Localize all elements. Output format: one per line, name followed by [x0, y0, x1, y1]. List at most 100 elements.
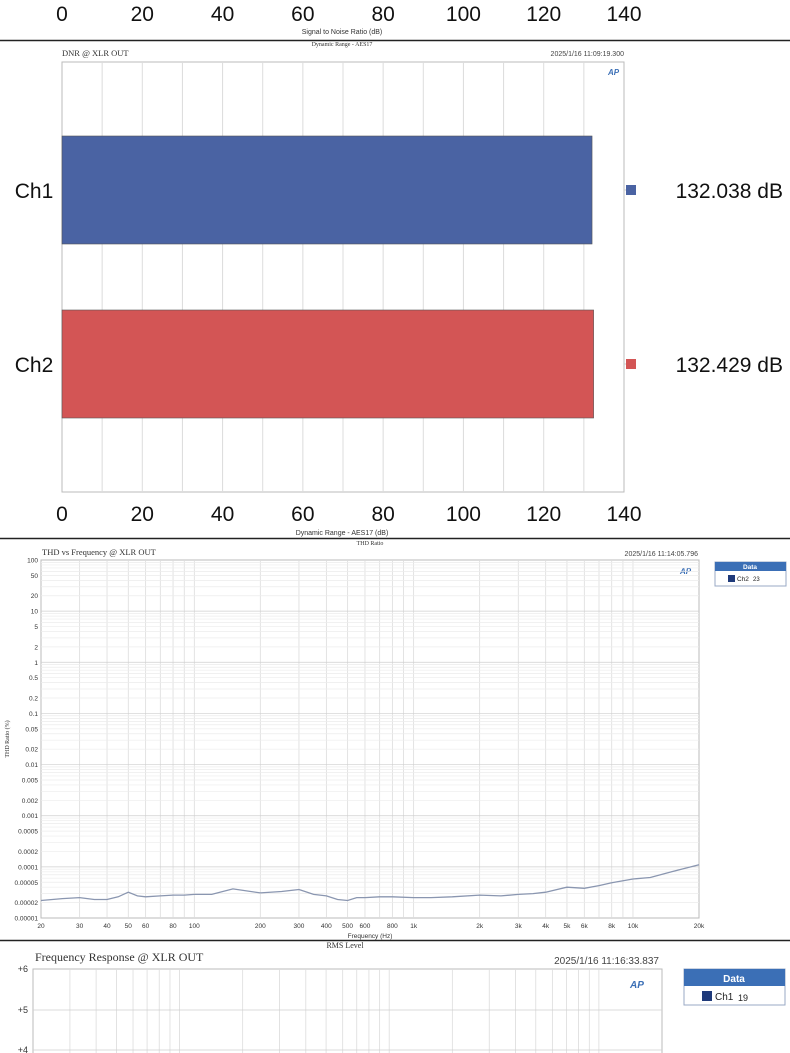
snr-x-tick-label: 40	[211, 3, 234, 26]
thd-y-axis-label: THD Ratio (%)	[4, 720, 11, 757]
thd-x-tick-label: 800	[387, 923, 398, 930]
thd-y-tick-label: 0.0001	[18, 864, 38, 871]
fr-timestamp: 2025/1/16 11:16:33.837	[554, 956, 659, 967]
thd-y-tick-label: 0.00002	[15, 900, 39, 907]
thd-y-tick-label: 1	[34, 660, 38, 667]
dnr-value-marker	[626, 185, 636, 195]
thd-y-tick-label: 20	[31, 593, 39, 600]
fr-y-tick-label: +6	[18, 964, 28, 974]
thd-x-tick-label: 80	[169, 923, 177, 930]
thd-x-tick-label: 10k	[628, 923, 639, 930]
thd-x-tick-label: 20	[37, 923, 45, 930]
snr-x-tick-label: 80	[371, 3, 394, 26]
legend-header	[715, 562, 786, 571]
thd-top-title: THD Ratio	[357, 541, 384, 547]
dnr-x-tick-label: 40	[211, 503, 234, 526]
legend-swatch	[728, 575, 735, 582]
thd-panel: THD Ratio THD vs Frequency @ XLR OUT 202…	[4, 541, 787, 940]
thd-y-tick-label: 100	[27, 558, 38, 565]
dnr-bar-ch2	[61, 309, 594, 419]
thd-x-tick-label: 50	[125, 923, 133, 930]
dnr-x-tick-label: 100	[446, 503, 481, 526]
dnr-chart-title: DNR @ XLR OUT	[62, 48, 129, 58]
dnr-x-axis-label: Dynamic Range - AES17 (dB)	[296, 530, 389, 537]
snr-x-tick-label: 20	[131, 3, 154, 26]
dnr-top-title: Dynamic Range - AES17	[312, 42, 373, 48]
fr-y-tick-label: +5	[18, 1005, 28, 1015]
legend-item-count: 23	[753, 577, 760, 583]
thd-chart-title: THD vs Frequency @ XLR OUT	[42, 547, 157, 557]
thd-x-tick-label: 500	[342, 923, 353, 930]
thd-y-tick-label: 5	[34, 624, 38, 631]
thd-legend: Data Ch2 23	[714, 561, 787, 587]
thd-x-tick-label: 400	[321, 923, 332, 930]
dnr-value-label: 132.429 dB	[676, 354, 783, 377]
thd-x-tick-label: 2k	[476, 923, 484, 930]
dnr-x-tick-label: 80	[371, 503, 394, 526]
dnr-x-tick-label: 60	[291, 503, 314, 526]
thd-y-tick-label: 0.00005	[15, 880, 39, 887]
dnr-x-tick-label: 120	[526, 503, 561, 526]
dnr-timestamp: 2025/1/16 11:09:19.300	[551, 51, 625, 58]
fr-panel: RMS Level Frequency Response @ XLR OUT 2…	[18, 941, 786, 1053]
thd-y-tick-label: 50	[31, 573, 39, 580]
snr-x-tick-label: 60	[291, 3, 314, 26]
thd-y-tick-label: 0.002	[22, 798, 39, 805]
legend-item-label: Ch1	[715, 992, 734, 1003]
dnr-x-tick-label: 0	[56, 503, 68, 526]
fr-legend: Data Ch1 19	[683, 968, 786, 1006]
dnr-x-tick-label: 20	[131, 503, 154, 526]
thd-x-tick-label: 3k	[515, 923, 523, 930]
thd-x-tick-label: 300	[294, 923, 305, 930]
thd-y-tick-label: 0.1	[29, 711, 38, 718]
ap-logo-icon: AP	[607, 68, 620, 77]
thd-y-tick-label: 0.5	[29, 675, 38, 682]
thd-x-tick-label: 5k	[564, 923, 572, 930]
thd-y-tick-label: 0.02	[25, 747, 38, 754]
dnr-category-label: Ch1	[15, 180, 54, 203]
thd-x-tick-label: 30	[76, 923, 84, 930]
dnr-category-label: Ch2	[15, 354, 54, 377]
thd-y-tick-label: 0.2	[29, 696, 38, 703]
dnr-bar-ch1	[61, 135, 593, 245]
legend-item-label: Ch2	[737, 576, 749, 583]
thd-x-tick-label: 8k	[608, 923, 616, 930]
thd-x-tick-label: 4k	[542, 923, 550, 930]
thd-y-tick-label: 0.05	[25, 726, 38, 733]
snr-x-tick-label: 140	[606, 3, 641, 26]
fr-top-title: RMS Level	[326, 941, 364, 950]
legend-header	[684, 969, 785, 986]
fr-plot-frame	[32, 968, 663, 1053]
thd-x-tick-label: 40	[103, 923, 111, 930]
snr-x-tick-label: 120	[526, 3, 561, 26]
thd-x-tick-label: 200	[255, 923, 266, 930]
thd-x-tick-label: 20k	[694, 923, 705, 930]
thd-x-tick-label: 100	[189, 923, 200, 930]
thd-series-line-ch2	[40, 864, 700, 902]
dnr-panel: Dynamic Range - AES17 DNR @ XLR OUT 2025…	[15, 42, 783, 537]
snr-x-axis-label: Signal to Noise Ratio (dB)	[302, 29, 383, 36]
thd-y-tick-label: 0.0002	[18, 849, 38, 856]
dnr-x-tick-label: 140	[606, 503, 641, 526]
thd-x-axis-label: Frequency (Hz)	[348, 933, 393, 940]
thd-y-tick-label: 10	[31, 609, 39, 616]
thd-timestamp: 2025/1/16 11:14:05.796	[625, 551, 699, 558]
snr-axis-strip: 0 20 40 60 80 100 120 140 Signal to Noise Ratio…	[56, 3, 641, 36]
thd-y-tick-label: 0.0005	[18, 829, 38, 836]
thd-y-tick-label: 0.001	[22, 813, 39, 820]
thd-plot-frame	[40, 559, 700, 919]
snr-x-tick-label: 0	[56, 3, 68, 26]
thd-x-tick-label: 60	[142, 923, 150, 930]
legend-swatch	[702, 991, 712, 1001]
snr-x-tick-label: 100	[446, 3, 481, 26]
fr-chart-title: Frequency Response @ XLR OUT	[35, 950, 204, 964]
fr-y-tick-label: +4	[18, 1045, 28, 1053]
legend-header-label: Data	[743, 564, 757, 571]
thd-y-tick-label: 0.005	[22, 777, 39, 784]
thd-y-tick-label: 0.00001	[15, 916, 39, 923]
dnr-value-label: 132.038 dB	[676, 180, 783, 203]
thd-x-tick-label: 600	[360, 923, 371, 930]
thd-x-tick-label: 6k	[581, 923, 589, 930]
thd-y-tick-label: 2	[34, 644, 38, 651]
